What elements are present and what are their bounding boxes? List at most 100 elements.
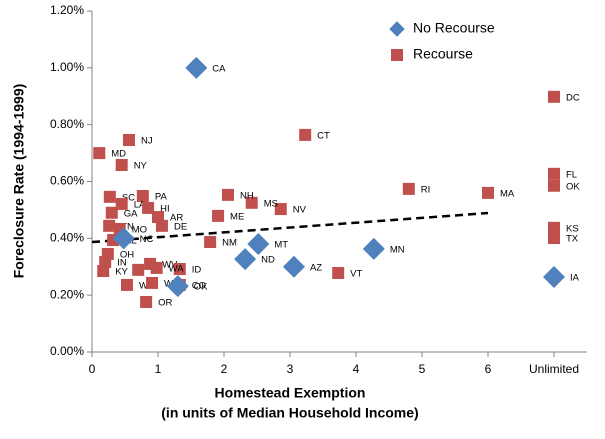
data-point [122,134,135,147]
point-label: MS [264,198,278,209]
point-label: TX [566,234,579,245]
data-point [142,201,155,214]
point-label: MA [500,188,515,199]
point-label: AR [170,213,183,224]
point-label: AZ [310,262,322,273]
point-label: GA [124,208,138,219]
x-axis-title: Homestead Exemption [215,385,366,401]
data-point [136,189,149,202]
point-label: ND [261,255,275,266]
point-label: ID [192,265,202,276]
data-point [548,221,560,234]
point-label: IA [570,272,580,283]
y-tick-label: 0.40% [50,231,84,245]
data-point [112,227,135,250]
data-point [548,167,560,180]
point-label: KY [115,267,128,278]
point-label: RI [421,184,431,195]
point-label: NH [240,190,254,201]
x-tick-label: 4 [353,362,360,376]
y-tick-label: 1.00% [50,60,84,74]
data-point [173,263,186,276]
data-point [132,263,145,276]
point-label: IN [117,257,127,268]
y-tick-label: 0.00% [50,344,84,358]
x-tick-label: 2 [221,362,228,376]
point-label: OK [194,282,208,293]
point-label: ME [230,211,244,222]
x-tick-label: Unlimited [529,362,579,376]
point-label: NY [134,161,148,172]
data-point [332,267,345,280]
data-point [548,90,560,103]
point-label: MN [390,244,405,255]
data-point [120,278,133,291]
data-point [282,255,305,278]
data-point [115,159,128,172]
data-point [299,128,312,141]
point-label: OK [566,181,580,192]
data-point [103,219,116,232]
data-point [99,255,112,268]
legend-label: No Recourse [413,20,495,36]
point-label: HI [160,203,170,214]
data-point [274,203,287,216]
legend-marker [391,49,403,61]
point-label: NC [140,234,154,245]
data-point [115,197,128,210]
x-tick-label: 5 [419,362,426,376]
point-label: DE [174,221,187,232]
point-label: SC [122,192,135,203]
legend-label: Recourse [413,46,473,62]
data-point [548,179,560,192]
x-tick-label: 6 [485,362,492,376]
y-tick-label: 0.20% [50,287,84,301]
data-point [204,236,217,249]
y-tick-label: 1.20% [50,3,84,17]
data-point [212,209,225,222]
data-point [93,147,106,160]
point-label: WA [169,263,185,274]
point-label: TN [121,221,134,232]
y-tick-label: 0.80% [50,117,84,131]
data-point [140,295,153,308]
data-point [548,232,560,245]
data-point [221,188,234,201]
point-label: PA [155,192,168,203]
data-point [166,275,189,298]
point-label: MO [132,224,147,235]
data-point [402,182,415,195]
data-point [234,248,257,271]
x-tick-label: 1 [155,362,162,376]
data-point [155,219,168,232]
point-label: MD [111,149,126,160]
data-point [362,237,385,260]
point-label: NJ [141,136,153,147]
data-point [97,265,110,278]
point-label: KS [566,223,579,234]
legend-marker [389,21,405,37]
data-point [103,190,116,203]
point-label: NV [293,205,307,216]
point-label: FL [566,169,577,180]
point-label: WV [162,259,178,270]
y-tick-label: 0.60% [50,174,84,188]
point-label: CT [317,130,330,141]
data-point [245,196,258,209]
point-label: OR [158,298,172,309]
y-axis-title: Foreclosure Rate (1994-1999) [11,84,27,279]
x-tick-label: 3 [287,362,294,376]
point-label: CA [212,63,226,74]
point-label: DC [566,92,580,103]
point-label: NM [222,238,237,249]
data-point [105,206,118,219]
data-point [146,276,159,289]
point-label: MT [274,240,288,251]
data-point [150,261,163,274]
data-point [247,233,270,256]
point-label: CO [192,280,206,291]
point-label: OH [120,249,134,260]
x-tick-label: 0 [89,362,96,376]
data-point [543,265,565,288]
